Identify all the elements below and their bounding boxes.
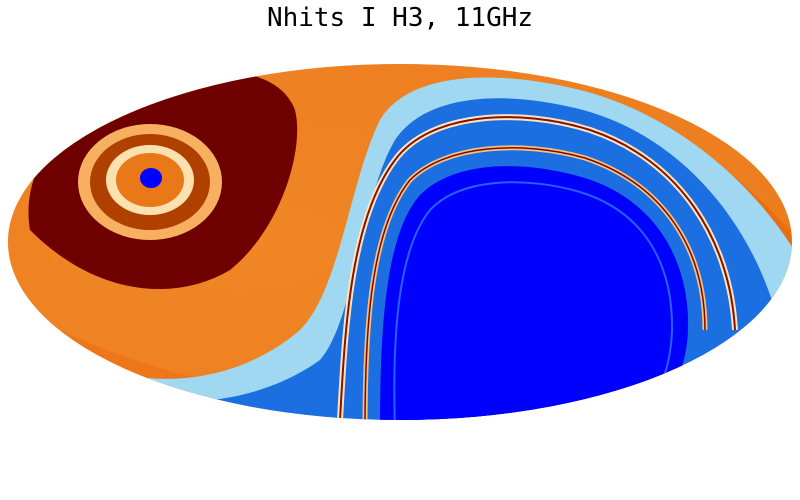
pole-spot (140, 168, 162, 188)
map-title: Nhits I H3, 11GHz (267, 3, 533, 33)
mollweide-map (8, 64, 792, 420)
low-coverage-core (393, 181, 674, 420)
band-line-2-core (364, 147, 706, 420)
band-line-core (339, 116, 736, 420)
